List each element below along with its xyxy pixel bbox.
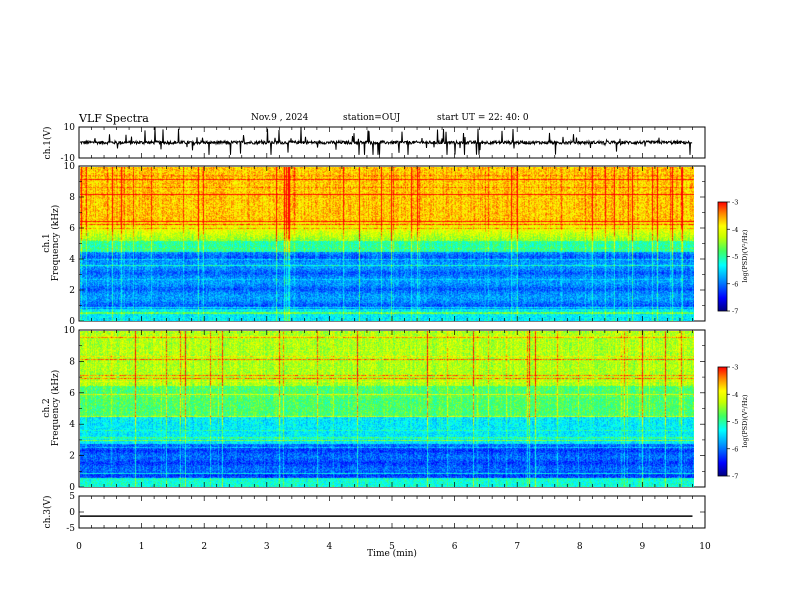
y-tick-label: 6: [69, 224, 75, 234]
y-tick-label: 6: [69, 389, 75, 399]
ch2-spec-ylabel-freq: Frequency (kHz): [50, 370, 61, 447]
ch1-spectrogram-image: [79, 166, 694, 321]
x-tick-label: 3: [264, 542, 270, 552]
colorbar-tick-label: -7: [732, 473, 738, 481]
y-tick-label: 10: [64, 123, 76, 133]
colorbar-tick-label: -6: [732, 445, 738, 453]
colorbar-tick-label: -4: [732, 226, 738, 234]
y-tick-label: 10: [64, 326, 76, 336]
y-tick-label: 0: [69, 508, 75, 518]
ch3-ylabel: ch.3(V): [42, 496, 53, 529]
x-tick-label: 0: [76, 542, 82, 552]
y-tick-label: 4: [69, 255, 75, 265]
ch1-colorbar-label: log(PSD)(V²/Hz): [741, 229, 749, 282]
y-tick-label: 2: [69, 286, 75, 296]
ch1-ylabel: ch.1(V): [42, 127, 53, 160]
ch2-spectrogram-image: [79, 330, 694, 487]
colorbar-tick-label: -7: [732, 308, 738, 316]
ch2-colorbar: [717, 366, 728, 477]
ch1-spec-ylabel-freq: Frequency (kHz): [50, 205, 61, 282]
ch1-waveform-trace: [79, 127, 693, 155]
y-tick-label: 5: [69, 492, 75, 502]
y-tick-label: 0: [69, 483, 75, 493]
ch1-colorbar: [717, 201, 728, 312]
date-label: Nov.9 , 2024: [251, 113, 309, 123]
colorbar-tick-label: -3: [732, 199, 738, 207]
start-time-label: start UT = 22: 40: 0: [437, 113, 529, 123]
x-tick-label: 8: [577, 542, 583, 552]
y-tick-label: 2: [69, 452, 75, 462]
chart-title: VLF Spectra: [79, 112, 149, 125]
x-tick-label: 7: [514, 542, 520, 552]
colorbar-tick-label: -5: [732, 418, 738, 426]
ch2-spec-ylabel-channel: ch.2: [42, 398, 52, 417]
x-tick-label: 10: [699, 542, 711, 552]
y-tick-label: 0: [69, 317, 75, 327]
x-tick-label: 1: [139, 542, 145, 552]
x-tick-label: 5: [389, 542, 395, 552]
station-label: station=OUJ: [343, 113, 401, 123]
ch1-spec-ylabel-channel: ch.1: [42, 233, 52, 252]
y-tick-label: 4: [69, 420, 75, 430]
x-tick-label: 6: [452, 542, 458, 552]
colorbar-tick-label: -5: [732, 253, 738, 261]
y-tick-label: -10: [61, 154, 76, 164]
colorbar-tick-label: -4: [732, 391, 738, 399]
x-tick-label: 2: [201, 542, 207, 552]
y-tick-label: 8: [69, 193, 75, 203]
y-tick-label: 8: [69, 357, 75, 367]
ch2-colorbar-label: log(PSD)(V²/Hz): [741, 394, 749, 447]
colorbar-tick-label: -6: [732, 280, 738, 288]
x-tick-label: 9: [640, 542, 646, 552]
x-axis-label: Time (min): [367, 548, 417, 559]
x-tick-label: 4: [327, 542, 333, 552]
y-tick-label: -5: [66, 524, 75, 534]
colorbar-tick-label: -3: [732, 364, 738, 372]
y-tick-label: 10: [64, 162, 76, 172]
